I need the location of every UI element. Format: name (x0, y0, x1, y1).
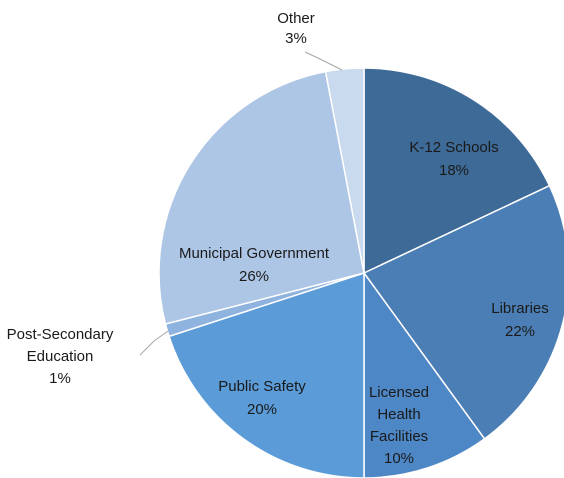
pie-slice-municipal-government (158, 70, 365, 325)
slice-label-other: Other (277, 10, 315, 27)
slice-label-licensed-health-facilities: Facilities (370, 428, 428, 445)
slice-label-post-secondary-education: Post-Secondary (7, 326, 114, 343)
leader-lines (139, 51, 343, 356)
slice-label-municipal-government: Municipal Government (179, 245, 330, 262)
slice-label-post-secondary-education: Education (27, 348, 94, 365)
slice-label-k-12-schools: K-12 Schools (409, 139, 498, 156)
slice-percent-post-secondary-education: 1% (49, 370, 71, 387)
pie-slice-other (324, 67, 365, 274)
slice-percent-k-12-schools: 18% (439, 162, 469, 179)
pie-slice-k-12-schools (363, 67, 551, 275)
pie-slice-public-safety (168, 271, 365, 478)
slice-label-libraries: Libraries (491, 300, 549, 317)
slice-percent-public-safety: 20% (247, 401, 277, 418)
slice-percent-other: 3% (285, 30, 307, 47)
leader-line-other (304, 51, 343, 71)
slice-label-licensed-health-facilities: Licensed (369, 384, 429, 401)
slice-percent-municipal-government: 26% (239, 268, 269, 285)
slice-labels: K-12 Schools 18% Libraries 22% Licensed Healt… (7, 10, 549, 467)
pie-slices (158, 67, 564, 478)
slice-percent-libraries: 22% (505, 323, 535, 340)
slice-label-public-safety: Public Safety (218, 378, 306, 395)
leader-line-post-secondary-education (139, 330, 169, 356)
slice-label-licensed-health-facilities: Health (377, 406, 420, 423)
pie-slice-libraries (362, 184, 564, 440)
slice-percent-licensed-health-facilities: 10% (384, 450, 414, 467)
